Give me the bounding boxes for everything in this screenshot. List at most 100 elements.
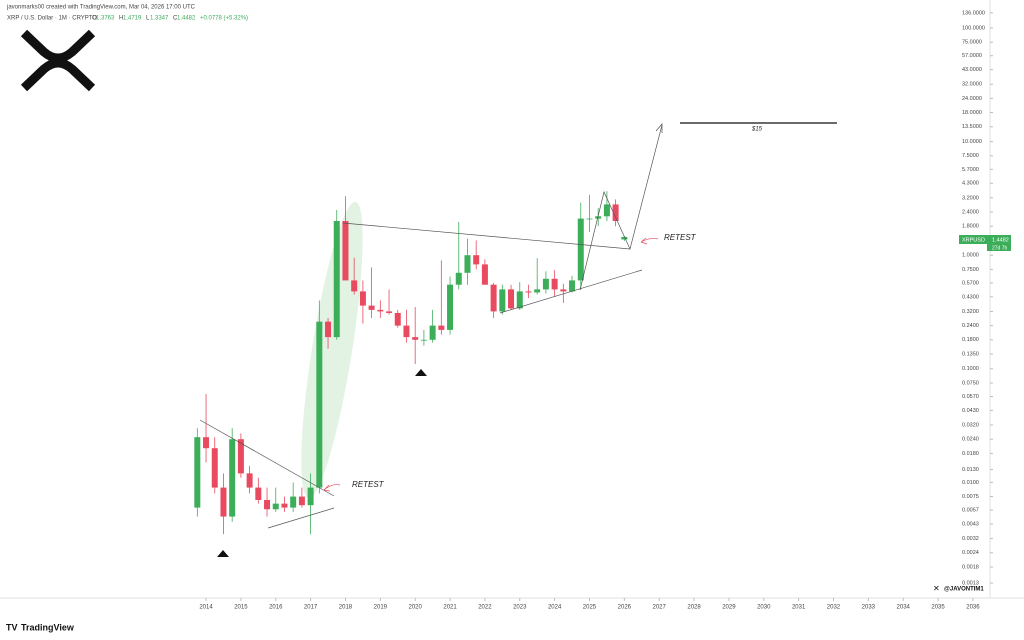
annotation: RETEST (352, 480, 385, 489)
candle-body (499, 289, 506, 312)
candles (194, 191, 628, 535)
x-tick-label: 2025 (583, 605, 597, 611)
candle-body (386, 311, 393, 313)
candle-body (569, 280, 576, 292)
x-tick-label: 2036 (966, 605, 980, 611)
trendline (267, 507, 335, 529)
ohlc-value: 1.4719 (123, 16, 142, 22)
tv-icon: TV (6, 622, 18, 632)
candle-body (612, 204, 619, 222)
candle-body (542, 278, 549, 290)
y-tick-label: 0.0013 (962, 580, 979, 586)
y-tick-label: 0.0024 (962, 550, 979, 556)
y-tick-label: 0.0430 (962, 408, 979, 414)
candle-body (473, 255, 480, 265)
footer-brand: TradingView (21, 622, 75, 632)
candle-body (481, 264, 488, 285)
x-tick-label: 2018 (339, 605, 353, 611)
candle-body (255, 487, 262, 500)
price-tag-value: 1.4482 (992, 237, 1009, 243)
y-tick-label: 0.0057 (962, 508, 979, 514)
y-tick-label: 1.0000 (962, 253, 979, 259)
candle-body (438, 325, 445, 330)
candle-body (412, 337, 419, 340)
y-tick-label: 0.0180 (962, 451, 979, 457)
candle-body (595, 216, 602, 219)
y-tick-label: 32.0000 (962, 82, 982, 88)
price-tag-symbol: XRPUSD (962, 237, 985, 243)
ohlc: O 1.3763 H 1.4719 L 1.3347 C 1.4482 +0.0778 (+5.… (92, 16, 248, 22)
logo (20, 29, 96, 92)
annotation: RETEST (664, 233, 697, 242)
candle-body (342, 221, 349, 281)
y-tick-label: 0.4300 (962, 294, 979, 300)
trendline (199, 419, 335, 497)
x-tick-label: 2023 (513, 605, 527, 611)
ohlc-change: +0.0778 (+5.32%) (200, 16, 248, 22)
y-tick-label: 100.0000 (962, 25, 985, 31)
y-tick-label: 0.0320 (962, 422, 979, 428)
y-tick-label: 18.0000 (962, 110, 982, 116)
x-tick-label: 2022 (478, 605, 492, 611)
y-tick-label: 0.7500 (962, 267, 979, 273)
x-tick-label: 2024 (548, 605, 562, 611)
y-tick-label: 0.1000 (962, 366, 979, 372)
x-tick-label: 2027 (653, 605, 667, 611)
y-tick-label: 75.0000 (962, 40, 982, 46)
y-tick-label: 0.3200 (962, 309, 979, 315)
y-tick-label: 43.0000 (962, 67, 982, 73)
ohlc-letter: C (173, 16, 178, 22)
candle-body (359, 291, 366, 306)
candle-body (194, 437, 201, 508)
price-tag (987, 244, 1011, 251)
retest-arrow (640, 237, 659, 245)
y-tick-label: 0.1350 (962, 351, 979, 357)
candle-body (464, 255, 471, 273)
ohlc-letter: L (146, 16, 150, 22)
candle-body (307, 487, 314, 506)
y-tick-label: 1.8000 (962, 224, 979, 230)
price-tag-countdown: 27d 7h (992, 245, 1008, 251)
candle-body (272, 503, 279, 510)
y-tick-label: 4.3000 (962, 181, 979, 187)
y-tick-label: 10.0000 (962, 139, 982, 145)
candle-body (603, 204, 610, 217)
x-tick-label: 2014 (199, 605, 213, 611)
candle-body (220, 487, 227, 517)
candle-body (586, 218, 593, 220)
candle-body (237, 439, 244, 474)
y-tick-label: 2.4000 (962, 209, 979, 215)
x-tick-label: 2019 (374, 605, 388, 611)
candle-body (211, 448, 218, 488)
y-tick-label: 7.5000 (962, 153, 979, 159)
drawings (199, 122, 837, 529)
candle-body (281, 503, 288, 508)
candle-body (368, 305, 375, 310)
x-tick-label: 2026 (618, 605, 632, 611)
x-tick-label: 2015 (234, 605, 248, 611)
watermark: @JAVONTIM1 (944, 587, 984, 593)
marker-triangle (217, 550, 229, 557)
trendline (342, 222, 631, 250)
y-tick-label: 0.5700 (962, 280, 979, 286)
annotation: $15 (751, 127, 763, 133)
y-tick-label: 0.0750 (962, 380, 979, 386)
candle-body (551, 278, 558, 290)
x-tick-label: 2033 (862, 605, 876, 611)
candle-body (455, 272, 462, 285)
candle-body (560, 289, 567, 292)
candle-body (516, 291, 523, 309)
candle-body (316, 321, 323, 488)
candle-body (577, 218, 584, 281)
candle-body (394, 312, 401, 326)
x-tick-label: 2035 (931, 605, 945, 611)
y-tick-label: 0.0240 (962, 437, 979, 443)
ohlc-value: 1.3347 (150, 16, 169, 22)
x-tick-label: 2021 (443, 605, 457, 611)
x-tick-label: 2030 (757, 605, 771, 611)
y-tick-label: 0.0018 (962, 564, 979, 570)
projection (579, 124, 663, 291)
